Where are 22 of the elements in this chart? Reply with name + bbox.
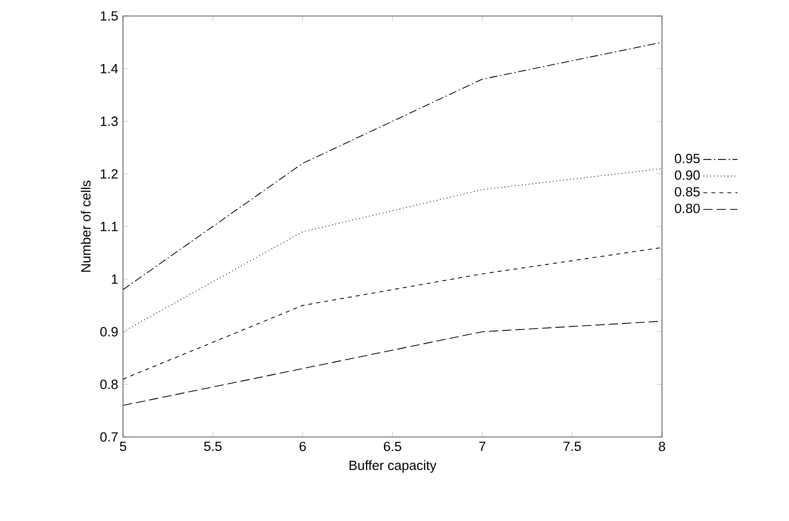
x-tick-label: 7.5 [564, 442, 581, 451]
y-tick-label: 0.7 [100, 432, 118, 442]
y-tick-label: 0.8 [100, 380, 118, 390]
y-tick-label: 1.1 [100, 222, 118, 232]
legend-label: 0.80 [674, 204, 700, 214]
x-tick-label: 6.5 [384, 442, 402, 452]
legend-label: 0.85 [674, 187, 700, 196]
y-tick-label: 1.3 [100, 116, 118, 126]
x-tick-label: 8 [658, 442, 666, 452]
x-tick-label: 5 [120, 442, 126, 451]
y-axis-title: Number of cells [80, 180, 91, 272]
legend-label: 0.95 [674, 154, 700, 164]
y-tick-label: 1.5 [100, 11, 118, 21]
x-axis-title: Buffer capacity [350, 460, 436, 473]
y-tick-label: 1 [112, 274, 118, 284]
x-tick-label: 6 [300, 442, 306, 452]
legend-label: 0.90 [674, 170, 700, 180]
x-tick-label: 7 [479, 442, 486, 451]
y-tick-label: 1.2 [100, 169, 118, 179]
y-tick-label: 1.4 [100, 64, 118, 74]
y-tick-label: 0.9 [100, 327, 118, 336]
x-tick-label: 5.5 [204, 442, 222, 451]
